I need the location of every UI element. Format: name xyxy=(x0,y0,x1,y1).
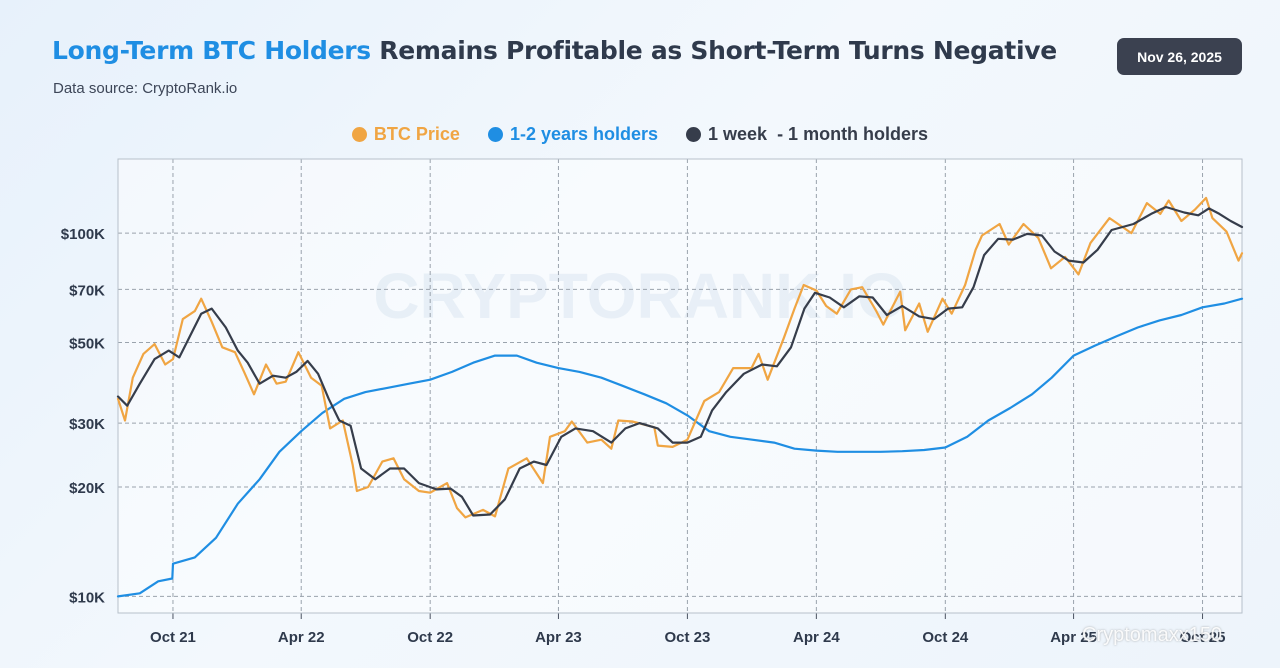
title-rest: Remains Profitable as Short-Term Turns N… xyxy=(370,36,1057,65)
date-badge: Nov 26, 2025 xyxy=(1117,38,1242,75)
x-tick-label: Oct 21 xyxy=(150,629,196,646)
legend-label-btc: BTC Price xyxy=(373,124,460,144)
y-tick-label: $50K xyxy=(69,335,105,352)
x-tick-label: Oct 23 xyxy=(664,629,710,646)
legend-dot-short-term-icon xyxy=(686,127,702,142)
y-tick-label: $10K xyxy=(69,589,105,606)
legend-label-long-term: 1-2 years holders xyxy=(509,124,659,144)
series-line-btc xyxy=(116,196,1244,519)
series-line-short xyxy=(116,205,1244,517)
x-tick-label: Oct 24 xyxy=(922,629,969,646)
y-tick-label: $20K xyxy=(69,480,105,497)
x-tick-label: Apr 25 xyxy=(1050,629,1097,646)
legend-item-long-term[interactable]: 1-2 years holders xyxy=(487,124,659,145)
legend-dot-btc-icon xyxy=(351,127,367,142)
x-tick-label: Oct 25 xyxy=(1180,629,1226,646)
title-highlight: Long-Term BTC Holders xyxy=(52,36,371,65)
legend-label-short-term: 1 week - 1 month holders xyxy=(708,124,929,144)
y-tick-label: $70K xyxy=(69,282,105,299)
legend-item-short-term[interactable]: 1 week - 1 month holders xyxy=(686,124,928,145)
plot-watermark: CRYPTORANK.IO xyxy=(373,260,906,332)
x-tick-label: Apr 22 xyxy=(278,629,325,646)
data-source: Data source: CryptoRank.io xyxy=(53,80,238,97)
plot-background xyxy=(118,159,1242,613)
legend-dot-long-term-icon xyxy=(487,127,503,142)
plot-frame xyxy=(117,158,1243,614)
y-tick-label: $30K xyxy=(69,416,105,433)
legend-item-btc[interactable]: BTC Price xyxy=(351,124,460,145)
legend: BTC Price 1-2 years holders 1 week - 1 m… xyxy=(0,124,1280,145)
chart-title: Long-Term BTC Holders Remains Profitable… xyxy=(52,36,1057,65)
x-tick-label: Oct 22 xyxy=(407,629,453,646)
x-tick-label: Apr 24 xyxy=(793,629,840,646)
corner-watermark: Cryptomaxx150 xyxy=(1082,624,1223,646)
series-line-long xyxy=(116,297,1244,598)
y-tick-label: $100K xyxy=(61,226,105,243)
x-tick-label: Apr 23 xyxy=(535,629,582,646)
